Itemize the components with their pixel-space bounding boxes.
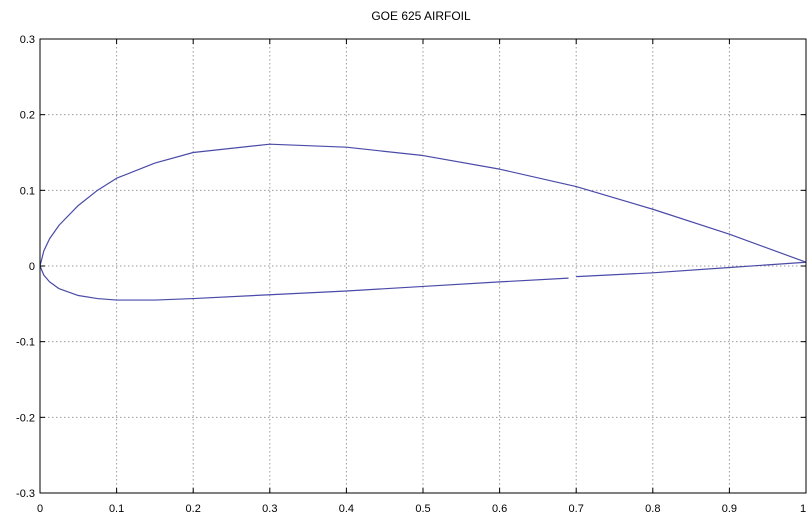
x-tick-label: 0.2 (186, 503, 201, 515)
airfoil-curve-segment-2 (39, 265, 569, 301)
airfoil-curve-segment-1 (39, 143, 807, 267)
x-tick-label: 0.5 (415, 503, 430, 515)
y-tick-label: 0 (29, 261, 35, 273)
x-tick-labels: 0 0.1 0.2 0.3 0.4 0.5 0.6 0.7 0.8 0.9 1 (37, 503, 806, 515)
y-tick-label: -0.3 (16, 488, 35, 500)
airfoil-curve-segment-3 (576, 261, 807, 278)
y-tick-labels: -0.3 -0.2 -0.1 0 0.1 0.2 0.3 (16, 34, 35, 500)
x-tick-label: 0.3 (262, 503, 277, 515)
y-tick-label: 0.2 (20, 110, 35, 122)
plot-axes (39, 38, 807, 494)
y-tick-label: -0.1 (16, 337, 35, 349)
y-tick-label: -0.2 (16, 412, 35, 424)
x-tick-label: 0.9 (722, 503, 737, 515)
grid-lines (40, 39, 806, 493)
x-tick-label: 0.8 (645, 503, 660, 515)
airfoil-profile (39, 143, 807, 301)
x-tick-label: 0 (37, 503, 43, 515)
y-tick-label: 0.1 (20, 185, 35, 197)
chart-title: GOE 625 AIRFOIL (371, 9, 471, 23)
x-tick-label: 0.6 (492, 503, 507, 515)
x-tick-label: 1 (800, 503, 806, 515)
x-tick-label: 0.7 (569, 503, 584, 515)
x-tick-label: 0.1 (109, 503, 124, 515)
x-tick-label: 0.4 (339, 503, 354, 515)
y-tick-label: 0.3 (20, 34, 35, 46)
